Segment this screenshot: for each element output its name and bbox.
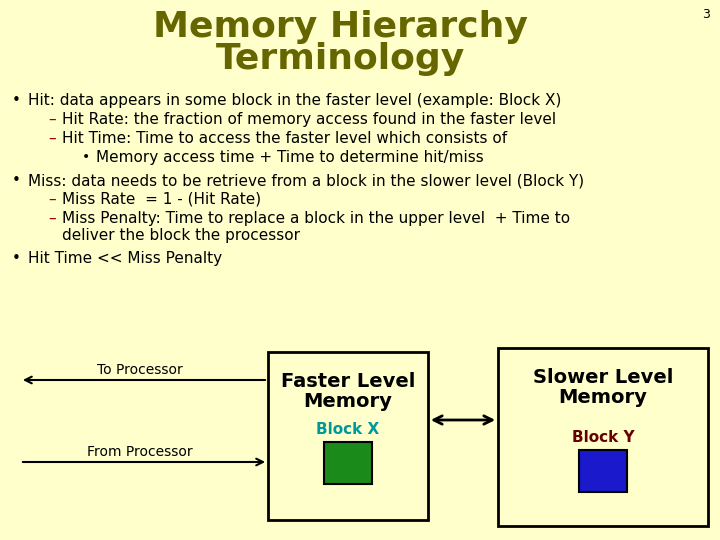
Text: From Processor: From Processor [87, 445, 193, 459]
Text: Faster Level: Faster Level [281, 372, 415, 391]
Text: Memory: Memory [559, 388, 647, 407]
Bar [498, 348, 708, 526]
Text: –: – [48, 112, 55, 127]
Text: Block Y: Block Y [572, 430, 634, 445]
Text: Memory: Memory [304, 392, 392, 411]
Text: •: • [12, 93, 21, 108]
Text: •: • [12, 251, 21, 266]
Text: Hit Time: Time to access the faster level which consists of: Hit Time: Time to access the faster leve… [62, 131, 507, 146]
Bar [324, 442, 372, 484]
Text: Hit Rate: the fraction of memory access found in the faster level: Hit Rate: the fraction of memory access … [62, 112, 556, 127]
Text: Memory Hierarchy: Memory Hierarchy [153, 10, 528, 44]
Text: Hit: data appears in some block in the faster level (example: Block X): Hit: data appears in some block in the f… [28, 93, 562, 108]
Bar [268, 352, 428, 520]
Text: 3: 3 [702, 8, 710, 21]
Text: •: • [82, 150, 90, 164]
Text: –: – [48, 131, 55, 146]
Text: Hit Time << Miss Penalty: Hit Time << Miss Penalty [28, 251, 222, 266]
Text: To Processor: To Processor [97, 363, 183, 377]
Text: Terminology: Terminology [215, 42, 464, 76]
Text: •: • [12, 173, 21, 188]
Text: –: – [48, 211, 55, 226]
Text: Memory access time + Time to determine hit/miss: Memory access time + Time to determine h… [96, 150, 484, 165]
Text: deliver the block the processor: deliver the block the processor [62, 228, 300, 243]
Text: –: – [48, 192, 55, 207]
Text: Miss: data needs to be retrieve from a block in the slower level (Block Y): Miss: data needs to be retrieve from a b… [28, 173, 584, 188]
Text: Miss Penalty: Time to replace a block in the upper level  + Time to: Miss Penalty: Time to replace a block in… [62, 211, 570, 226]
Text: Slower Level: Slower Level [533, 368, 673, 387]
Text: Miss Rate  = 1 - (Hit Rate): Miss Rate = 1 - (Hit Rate) [62, 192, 261, 207]
Bar [579, 450, 627, 492]
Text: Block X: Block X [316, 422, 379, 437]
